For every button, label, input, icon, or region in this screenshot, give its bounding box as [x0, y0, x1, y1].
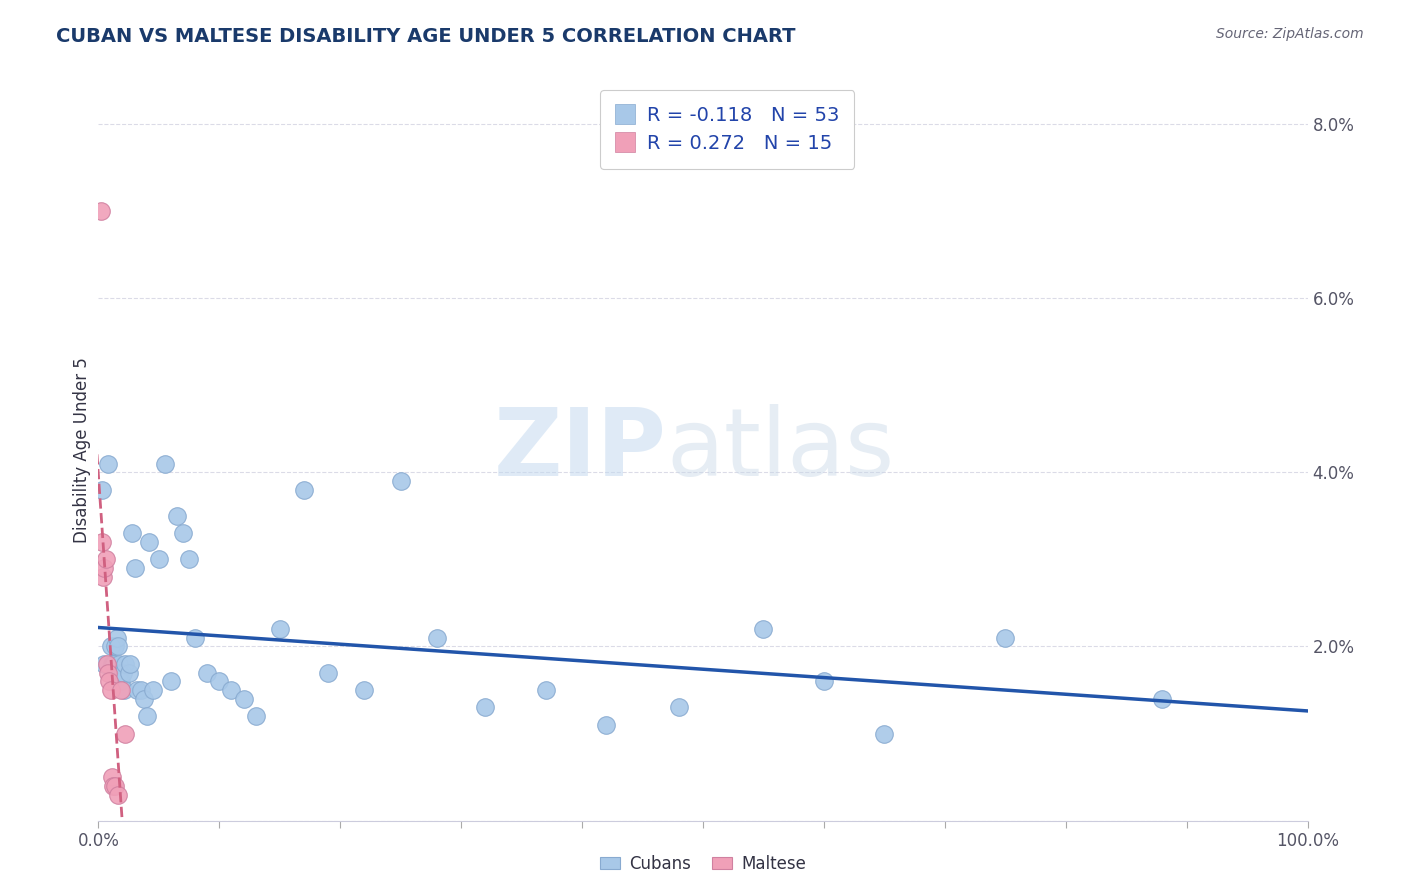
Point — [172, 526, 194, 541]
Point — [114, 726, 136, 740]
Point — [269, 622, 291, 636]
Point — [108, 665, 131, 680]
Point — [100, 640, 122, 654]
Point — [97, 457, 120, 471]
Point — [105, 631, 128, 645]
Point — [245, 709, 267, 723]
Text: ZIP: ZIP — [494, 404, 666, 497]
Point — [668, 700, 690, 714]
Point — [101, 657, 124, 671]
Point — [752, 622, 775, 636]
Point — [1152, 691, 1174, 706]
Point — [873, 726, 896, 740]
Point — [107, 640, 129, 654]
Point — [474, 700, 496, 714]
Point — [100, 770, 122, 784]
Point — [813, 674, 835, 689]
Point — [534, 683, 557, 698]
Point — [221, 683, 243, 698]
Point — [135, 709, 157, 723]
Point — [91, 570, 114, 584]
Point — [129, 683, 152, 698]
Point — [91, 483, 114, 497]
Point — [94, 552, 117, 566]
Text: CUBAN VS MALTESE DISABILITY AGE UNDER 5 CORRELATION CHART: CUBAN VS MALTESE DISABILITY AGE UNDER 5 … — [56, 27, 796, 45]
Point — [292, 483, 315, 497]
Point — [108, 657, 131, 671]
Point — [110, 674, 132, 689]
Point — [114, 657, 136, 671]
Point — [112, 683, 135, 698]
Point — [160, 674, 183, 689]
Point — [153, 457, 176, 471]
Point — [148, 552, 170, 566]
Point — [118, 657, 141, 671]
Point — [166, 508, 188, 523]
Point — [595, 718, 617, 732]
Point — [426, 631, 449, 645]
Point — [179, 552, 201, 566]
Point — [107, 788, 129, 802]
Point — [142, 683, 165, 698]
Point — [104, 779, 127, 793]
Point — [111, 665, 134, 680]
Text: Source: ZipAtlas.com: Source: ZipAtlas.com — [1216, 27, 1364, 41]
Point — [91, 535, 114, 549]
Point — [134, 691, 156, 706]
Point — [97, 665, 120, 680]
Point — [994, 631, 1017, 645]
Point — [316, 665, 339, 680]
Point — [195, 665, 218, 680]
Y-axis label: Disability Age Under 5: Disability Age Under 5 — [73, 358, 91, 543]
Point — [208, 674, 231, 689]
Point — [138, 535, 160, 549]
Point — [121, 526, 143, 541]
Point — [101, 779, 124, 793]
Point — [103, 657, 125, 671]
Point — [353, 683, 375, 698]
Legend: Cubans, Maltese: Cubans, Maltese — [593, 848, 813, 880]
Text: atlas: atlas — [666, 404, 896, 497]
Point — [127, 683, 149, 698]
Point — [98, 674, 121, 689]
Point — [100, 683, 122, 698]
Point — [184, 631, 207, 645]
Point — [90, 203, 112, 218]
Point — [104, 640, 127, 654]
Point — [118, 665, 141, 680]
Point — [110, 683, 132, 698]
Point — [100, 657, 122, 671]
Legend: R = -0.118   N = 53, R = 0.272   N = 15: R = -0.118 N = 53, R = 0.272 N = 15 — [600, 90, 855, 169]
Point — [96, 657, 118, 671]
Point — [389, 474, 412, 488]
Point — [232, 691, 254, 706]
Point — [124, 561, 146, 575]
Point — [93, 561, 115, 575]
Point — [93, 657, 115, 671]
